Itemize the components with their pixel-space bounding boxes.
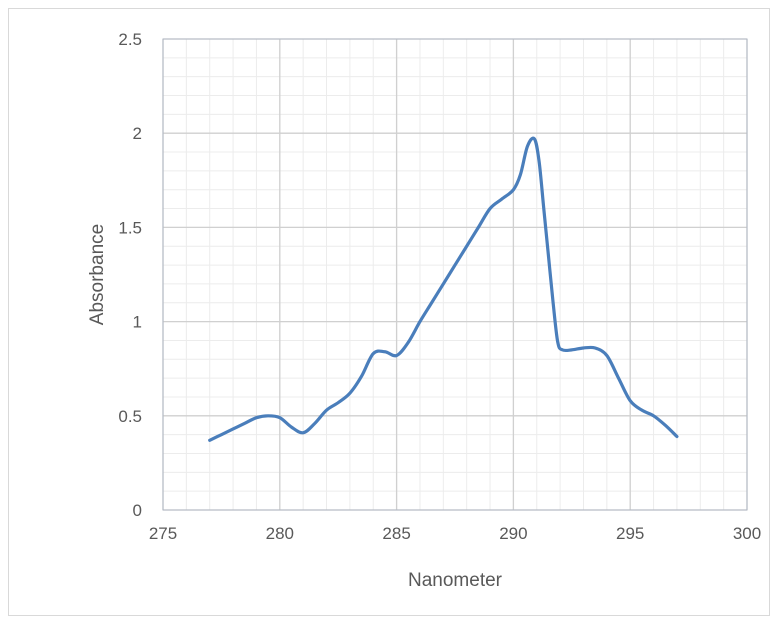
y-tick-label: 0	[133, 501, 142, 520]
x-tick-label: 300	[733, 524, 761, 543]
minor-gridlines	[162, 38, 748, 511]
x-tick-label: 290	[499, 524, 527, 543]
y-tick-label: 2.5	[118, 30, 142, 49]
plot-area-border	[162, 38, 748, 511]
y-tick-labels: 0 0.5 1 1.5 2 2.5	[118, 30, 142, 520]
x-tick-label: 285	[382, 524, 410, 543]
chart-area	[8, 8, 770, 616]
absorbance-series-line	[208, 136, 679, 442]
x-tick-label: 275	[149, 524, 177, 543]
major-gridlines	[162, 38, 748, 511]
x-tick-labels: 275 280 285 290 295 300	[149, 524, 761, 543]
y-tick-label: 1.5	[118, 218, 142, 237]
y-tick-label: 1	[133, 313, 142, 332]
y-tick-label: 0.5	[118, 407, 142, 426]
y-tick-label: 2	[133, 124, 142, 143]
x-tick-label: 280	[266, 524, 294, 543]
y-axis-title: Absorbance	[87, 224, 108, 325]
x-axis-title: Nanometer	[408, 570, 503, 591]
x-tick-label: 295	[616, 524, 644, 543]
